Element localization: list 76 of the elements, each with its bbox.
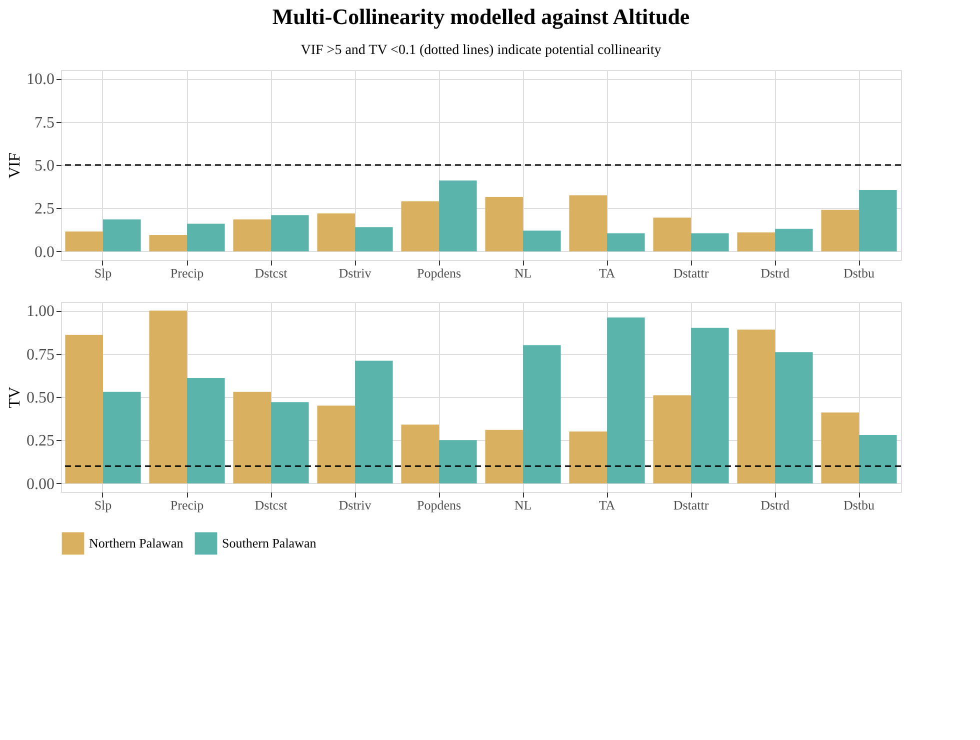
y-tick-label: 7.5 — [34, 114, 54, 132]
bar — [103, 392, 141, 484]
bar — [737, 330, 775, 484]
bar — [65, 334, 103, 484]
y-tick-label: 10.0 — [26, 71, 54, 88]
x-tick-label: Dstattr — [673, 266, 710, 280]
y-tick-label: 0.00 — [26, 476, 54, 493]
legend-label: Southern Palawan — [222, 535, 317, 550]
bar — [859, 190, 897, 252]
bar — [523, 230, 561, 252]
x-tick-label: Dstriv — [338, 266, 372, 280]
bar — [317, 213, 355, 252]
y-tick-label: 0.50 — [26, 390, 54, 406]
bar — [233, 392, 271, 484]
x-tick-label: Dstrd — [760, 266, 790, 280]
bar — [607, 318, 645, 484]
y-axis-title: TV — [6, 386, 24, 408]
bar — [355, 360, 393, 484]
bar — [653, 218, 691, 252]
y-tick-label: 1.00 — [26, 303, 54, 320]
bar — [821, 210, 859, 252]
bar — [149, 234, 187, 252]
x-tick-label: Precip — [170, 266, 204, 280]
x-tick-label: Dstbu — [843, 498, 876, 512]
y-tick-label: 2.5 — [34, 200, 54, 218]
bar — [439, 180, 477, 252]
bar — [187, 378, 225, 484]
bar — [401, 424, 439, 484]
bar — [775, 228, 813, 252]
legend-label: Northern Palawan — [89, 535, 184, 550]
bar — [607, 233, 645, 252]
bar — [401, 201, 439, 252]
bar — [653, 395, 691, 484]
x-tick-label: NL — [514, 498, 532, 512]
bar — [821, 412, 859, 484]
bar — [485, 430, 523, 484]
y-tick-label: 5.0 — [34, 158, 54, 174]
x-tick-label: Dstcst — [254, 266, 288, 280]
x-tick-label: NL — [514, 266, 532, 280]
bar — [65, 232, 103, 252]
x-tick-label: Popdens — [416, 266, 462, 280]
bar — [439, 440, 477, 484]
chart-subtitle: VIF >5 and TV <0.1 (dotted lines) indicate potential collinearity — [300, 43, 662, 58]
x-tick-label: Slp — [94, 498, 112, 512]
bar — [317, 406, 355, 484]
bar — [691, 328, 729, 484]
y-axis-title: VIF — [6, 152, 24, 178]
bar — [569, 432, 607, 484]
bar — [271, 215, 309, 252]
x-tick-label: Slp — [94, 266, 112, 280]
x-tick-label: Dstcst — [254, 498, 288, 512]
bar — [149, 310, 187, 484]
bar — [355, 227, 393, 252]
y-tick-label: 0.75 — [26, 346, 54, 364]
bar — [859, 435, 897, 484]
bar — [737, 232, 775, 252]
y-tick-label: 0.0 — [34, 244, 54, 261]
x-tick-label: Dstriv — [338, 498, 372, 512]
x-tick-label: TA — [598, 498, 616, 512]
x-tick-label: Precip — [170, 498, 204, 512]
bar — [775, 352, 813, 484]
bar — [271, 402, 309, 484]
x-tick-label: Dstattr — [673, 498, 710, 512]
y-tick-label: 0.25 — [26, 432, 54, 450]
x-tick-label: Popdens — [416, 498, 462, 512]
x-tick-label: Dstbu — [843, 266, 876, 280]
bar — [485, 196, 523, 252]
bar — [691, 233, 729, 252]
chart-title: Multi-Collinearity modelled against Altitude — [272, 4, 690, 29]
bar — [103, 219, 141, 252]
x-tick-label: Dstrd — [760, 498, 790, 512]
x-tick-label: TA — [598, 266, 616, 280]
bar — [187, 224, 225, 252]
bar — [569, 195, 607, 252]
bar — [523, 345, 561, 484]
bar — [233, 219, 271, 252]
